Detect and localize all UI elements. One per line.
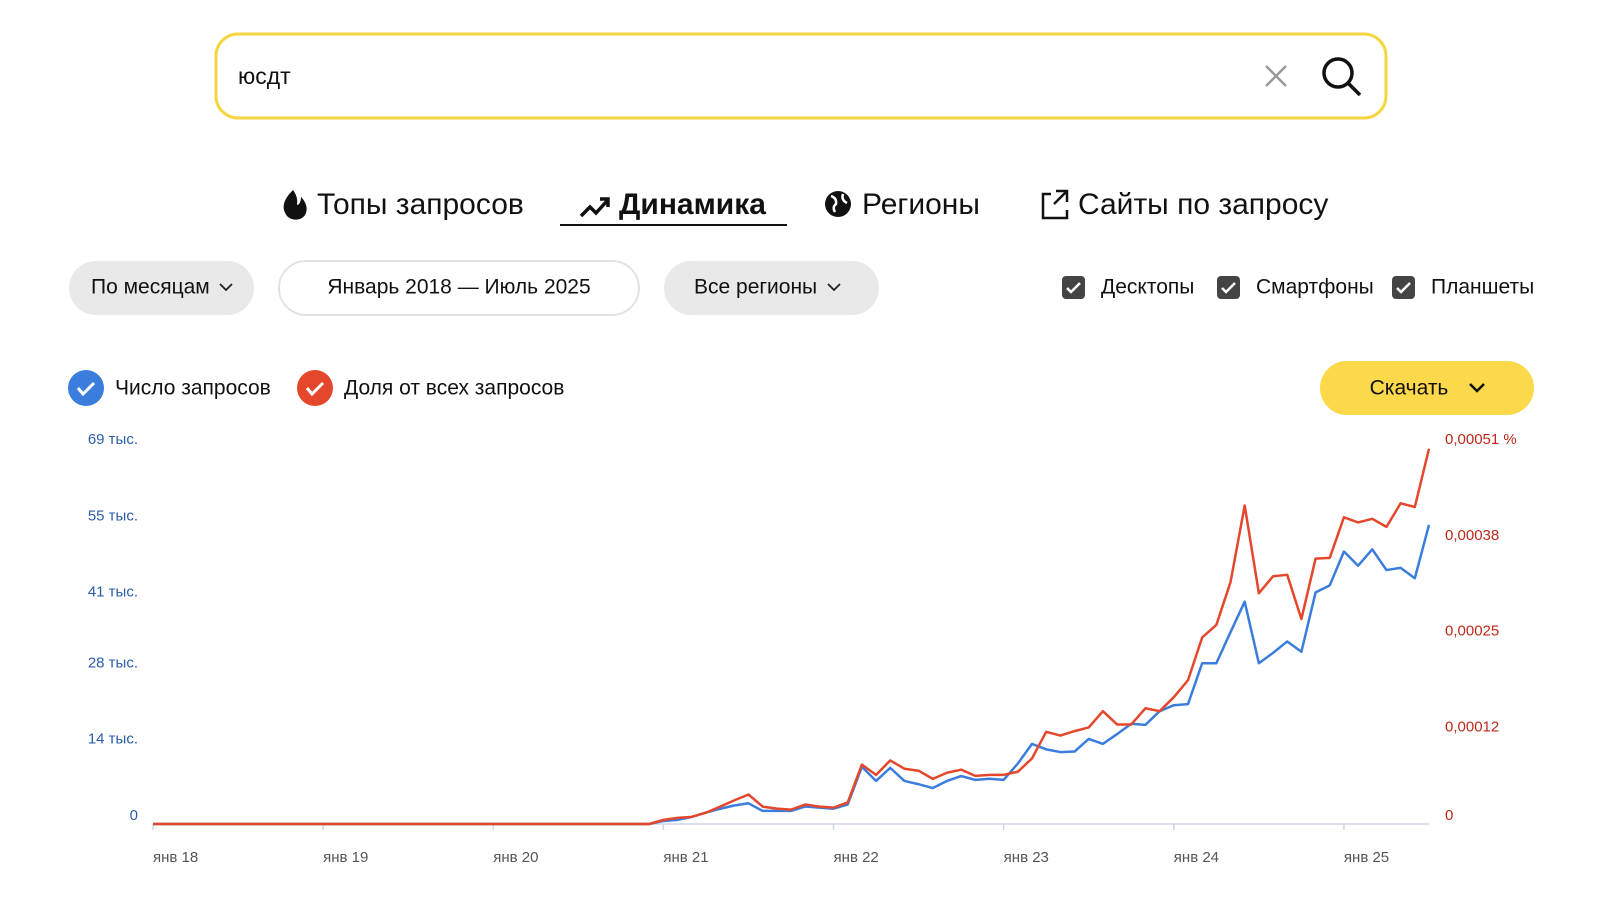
device-label: Планшеты bbox=[1431, 276, 1534, 299]
tab[interactable]: Топы запросов bbox=[317, 188, 524, 221]
y2-tick-label: 0,00025 bbox=[1445, 623, 1499, 640]
tab-icon bbox=[825, 191, 851, 217]
search-query[interactable]: юсдт bbox=[238, 63, 291, 89]
y-tick-label: 41 тыс. bbox=[88, 584, 138, 601]
plot: 0 14 тыс. 28 тыс. 41 тыс. 55 тыс. 69 тыс. 0 0,0… bbox=[88, 431, 1517, 866]
legend: Число запросов Доля от всех запросов bbox=[68, 370, 564, 406]
x-tick-label: янв 24 bbox=[1174, 849, 1219, 866]
chevron bbox=[219, 283, 233, 292]
tab-icon bbox=[579, 197, 610, 218]
tab[interactable]: Сайты по запросу bbox=[1078, 188, 1328, 221]
device-checkbox[interactable] bbox=[1062, 276, 1085, 299]
legend-label: Число запросов bbox=[115, 377, 271, 400]
legend-label: Доля от всех запросов bbox=[344, 377, 564, 400]
y-tick-label: 28 тыс. bbox=[88, 654, 138, 671]
download-label: Скачать bbox=[1370, 377, 1449, 400]
search-box[interactable] bbox=[214, 32, 1388, 120]
legend-check bbox=[76, 381, 96, 397]
range-label: Январь 2018 — Июль 2025 bbox=[327, 276, 590, 299]
period-select[interactable] bbox=[69, 261, 254, 315]
x-tick-label: янв 21 bbox=[663, 849, 708, 866]
x-tick-label: янв 19 bbox=[323, 849, 368, 866]
x-tick-label: янв 23 bbox=[1004, 849, 1049, 866]
download-button[interactable] bbox=[1320, 361, 1534, 415]
legend-marker[interactable] bbox=[297, 370, 333, 406]
region-select[interactable] bbox=[664, 261, 879, 315]
legend-check bbox=[305, 381, 325, 397]
x-tick-label: янв 22 bbox=[834, 849, 879, 866]
chevron bbox=[827, 283, 841, 292]
period-label: По месяцам bbox=[91, 276, 210, 299]
range-select[interactable] bbox=[278, 260, 640, 316]
device-label: Десктопы bbox=[1101, 276, 1194, 299]
x-tick-label: янв 20 bbox=[493, 849, 538, 866]
y2-tick-label: 0,00012 bbox=[1445, 718, 1499, 735]
tab[interactable]: Динамика bbox=[619, 188, 766, 221]
y2-tick-label: 0,00051 % bbox=[1445, 431, 1517, 448]
clear-button[interactable] bbox=[1265, 65, 1287, 87]
device-label: Смартфоны bbox=[1256, 276, 1374, 299]
y-tick-label: 14 тыс. bbox=[88, 731, 138, 748]
search-button[interactable] bbox=[1322, 57, 1362, 97]
legend-marker[interactable] bbox=[68, 370, 104, 406]
series-line bbox=[153, 524, 1431, 826]
tab-icon-detail bbox=[830, 193, 848, 213]
device-checkbox[interactable] bbox=[1217, 276, 1240, 299]
series-line bbox=[153, 448, 1431, 826]
tab[interactable]: Регионы bbox=[862, 188, 980, 221]
y-tick-label: 0 bbox=[130, 807, 138, 824]
y2-tick-label: 0 bbox=[1445, 807, 1453, 824]
region-label: Все регионы bbox=[694, 276, 817, 299]
x-tick-label: янв 25 bbox=[1344, 849, 1389, 866]
chevron bbox=[1469, 383, 1485, 393]
tab-icon bbox=[1041, 189, 1069, 220]
device-checkbox[interactable] bbox=[1392, 276, 1415, 299]
y2-tick-label: 0,00038 bbox=[1445, 527, 1499, 544]
tab-icon bbox=[283, 190, 307, 220]
y-tick-label: 69 тыс. bbox=[88, 431, 138, 448]
x-tick-label: янв 18 bbox=[153, 849, 198, 866]
y-tick-label: 55 тыс. bbox=[88, 507, 138, 524]
